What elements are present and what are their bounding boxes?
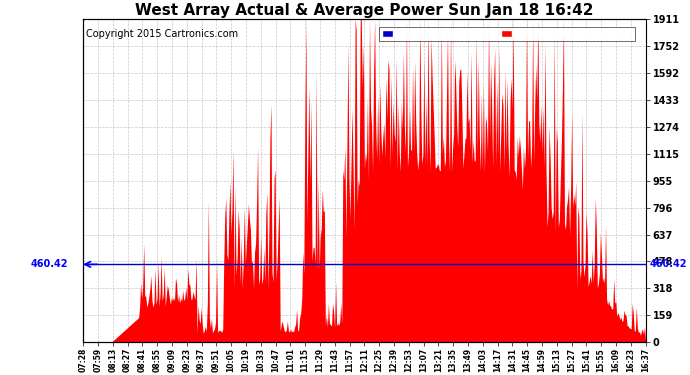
Text: 460.42: 460.42 — [30, 260, 68, 269]
Text: Copyright 2015 Cartronics.com: Copyright 2015 Cartronics.com — [86, 28, 238, 39]
Title: West Array Actual & Average Power Sun Jan 18 16:42: West Array Actual & Average Power Sun Ja… — [135, 3, 593, 18]
Legend: Average  (DC Watts), West Array  (DC Watts): Average (DC Watts), West Array (DC Watts… — [380, 27, 635, 41]
Text: 460.42: 460.42 — [650, 260, 687, 269]
